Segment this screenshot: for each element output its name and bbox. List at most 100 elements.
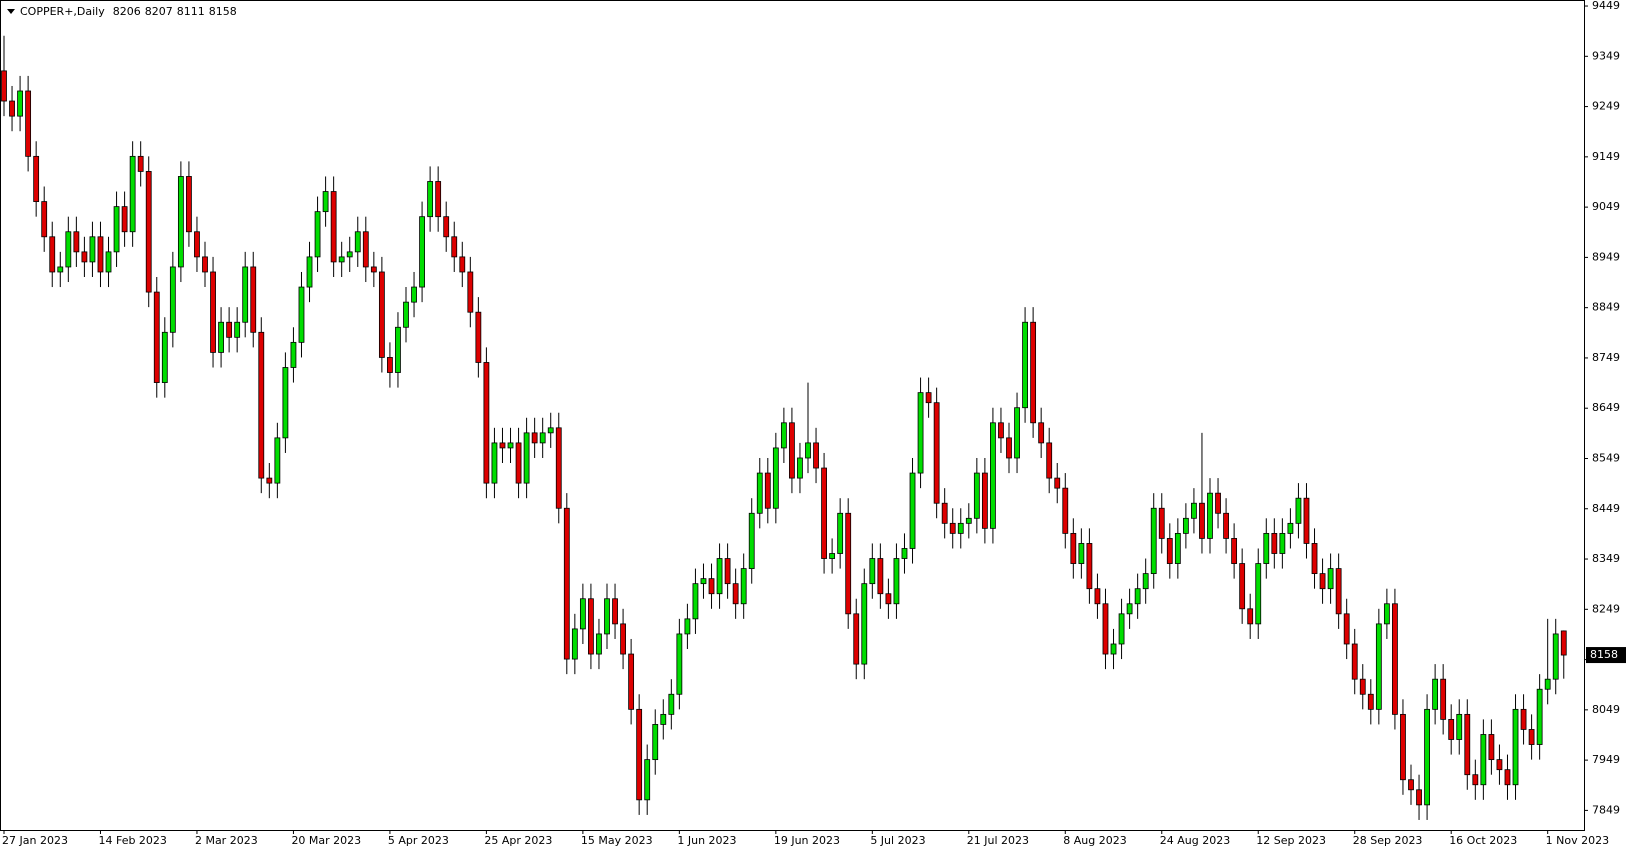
candle-body	[1279, 532, 1286, 554]
candle-body	[298, 286, 305, 343]
candle-body	[1247, 608, 1254, 625]
candle-body	[362, 231, 369, 268]
candle-body	[1464, 713, 1471, 776]
candle-body	[121, 206, 128, 233]
y-tick-label: 9049	[1592, 200, 1620, 213]
candle-body	[515, 442, 522, 484]
candle-body	[1182, 517, 1189, 534]
candle-body	[113, 206, 120, 253]
candle-body	[716, 558, 723, 595]
y-tick-label: 8949	[1592, 250, 1620, 263]
candle-body	[789, 422, 795, 479]
candle-body	[877, 558, 884, 595]
candle-body	[821, 467, 827, 559]
candle-body	[161, 331, 168, 383]
candle-body	[194, 231, 200, 258]
candle-body	[965, 517, 972, 524]
candle-body	[652, 724, 659, 761]
candle-body	[226, 321, 233, 338]
candle-body	[395, 326, 401, 373]
y-tick-label: 9149	[1592, 150, 1620, 163]
candle-body	[596, 633, 602, 655]
candle-body	[1416, 789, 1422, 806]
candle-body	[732, 583, 739, 605]
candle-body	[1006, 437, 1012, 459]
candle-body	[1158, 507, 1165, 539]
candle-body	[837, 512, 844, 554]
candle-body	[1030, 321, 1037, 424]
candle-body	[1231, 538, 1238, 564]
candle-body	[636, 708, 643, 801]
candle-body	[1408, 779, 1414, 791]
candle-body	[941, 502, 948, 524]
symbol: COPPER+,Daily	[20, 5, 105, 18]
candle-body	[153, 291, 160, 383]
candle-body	[81, 251, 88, 263]
y-tick-label: 8349	[1592, 552, 1620, 565]
candle-body	[234, 321, 241, 338]
candle-body	[764, 472, 771, 509]
candle-body	[1536, 688, 1543, 745]
candle-body	[169, 266, 176, 333]
candle-body	[700, 578, 707, 585]
candle-body	[97, 236, 104, 273]
candle-body	[17, 90, 23, 117]
candle-body	[33, 155, 40, 202]
candle-body	[1223, 512, 1229, 539]
candle-body	[740, 568, 747, 605]
candle-body	[780, 422, 787, 449]
candle-body	[676, 633, 683, 695]
candle-body	[925, 392, 932, 404]
y-tick-label: 8049	[1592, 703, 1620, 716]
candle-body	[1335, 568, 1342, 615]
candle-body	[660, 713, 667, 725]
candle-body	[756, 472, 763, 514]
last-price-box	[1586, 647, 1626, 664]
y-tick-label: 8849	[1592, 301, 1620, 314]
candle-body	[1102, 603, 1109, 655]
candle-body	[129, 155, 136, 233]
candle-body	[242, 266, 249, 323]
candle-body	[427, 181, 434, 218]
candle-body	[306, 256, 313, 288]
candle-body	[419, 216, 425, 288]
candle-body	[1142, 573, 1149, 590]
candle-body	[853, 613, 860, 665]
candle-body	[314, 211, 321, 258]
candle-body	[1166, 538, 1173, 564]
candle-body	[813, 442, 819, 469]
candle-body	[1440, 678, 1447, 720]
candle-body	[805, 442, 811, 459]
candle-body	[1174, 532, 1181, 564]
candle-body	[1359, 678, 1366, 695]
candle-body	[644, 759, 651, 801]
candle-body	[1504, 769, 1511, 786]
candle-body	[1078, 543, 1085, 564]
y-tick-label: 8449	[1592, 502, 1620, 515]
x-tick-label: 27 Jan 2023	[2, 834, 68, 847]
y-tick-label: 8749	[1592, 351, 1620, 364]
candle-body	[1343, 613, 1350, 645]
candle-body	[210, 271, 216, 353]
candle-body	[684, 618, 691, 635]
candle-body	[1472, 774, 1479, 786]
candle-body	[370, 266, 377, 273]
candle-body	[177, 176, 184, 268]
candle-body	[1520, 708, 1527, 730]
candle-body	[998, 422, 1004, 439]
candle-body	[330, 191, 337, 263]
candle-body	[483, 362, 490, 484]
menu-triangle[interactable]	[7, 9, 15, 14]
candle-body	[869, 558, 876, 585]
candle-body	[49, 236, 56, 273]
candle-body	[588, 598, 594, 655]
candle-body	[354, 231, 361, 253]
candle-body	[9, 100, 15, 117]
candle-body	[186, 176, 192, 233]
candle-body	[531, 432, 538, 444]
candle-body	[1512, 708, 1519, 786]
candle-body	[612, 598, 618, 625]
candle-body	[885, 593, 892, 605]
candle-body	[1367, 693, 1374, 710]
x-tick-label: 1 Jun 2023	[677, 834, 736, 847]
